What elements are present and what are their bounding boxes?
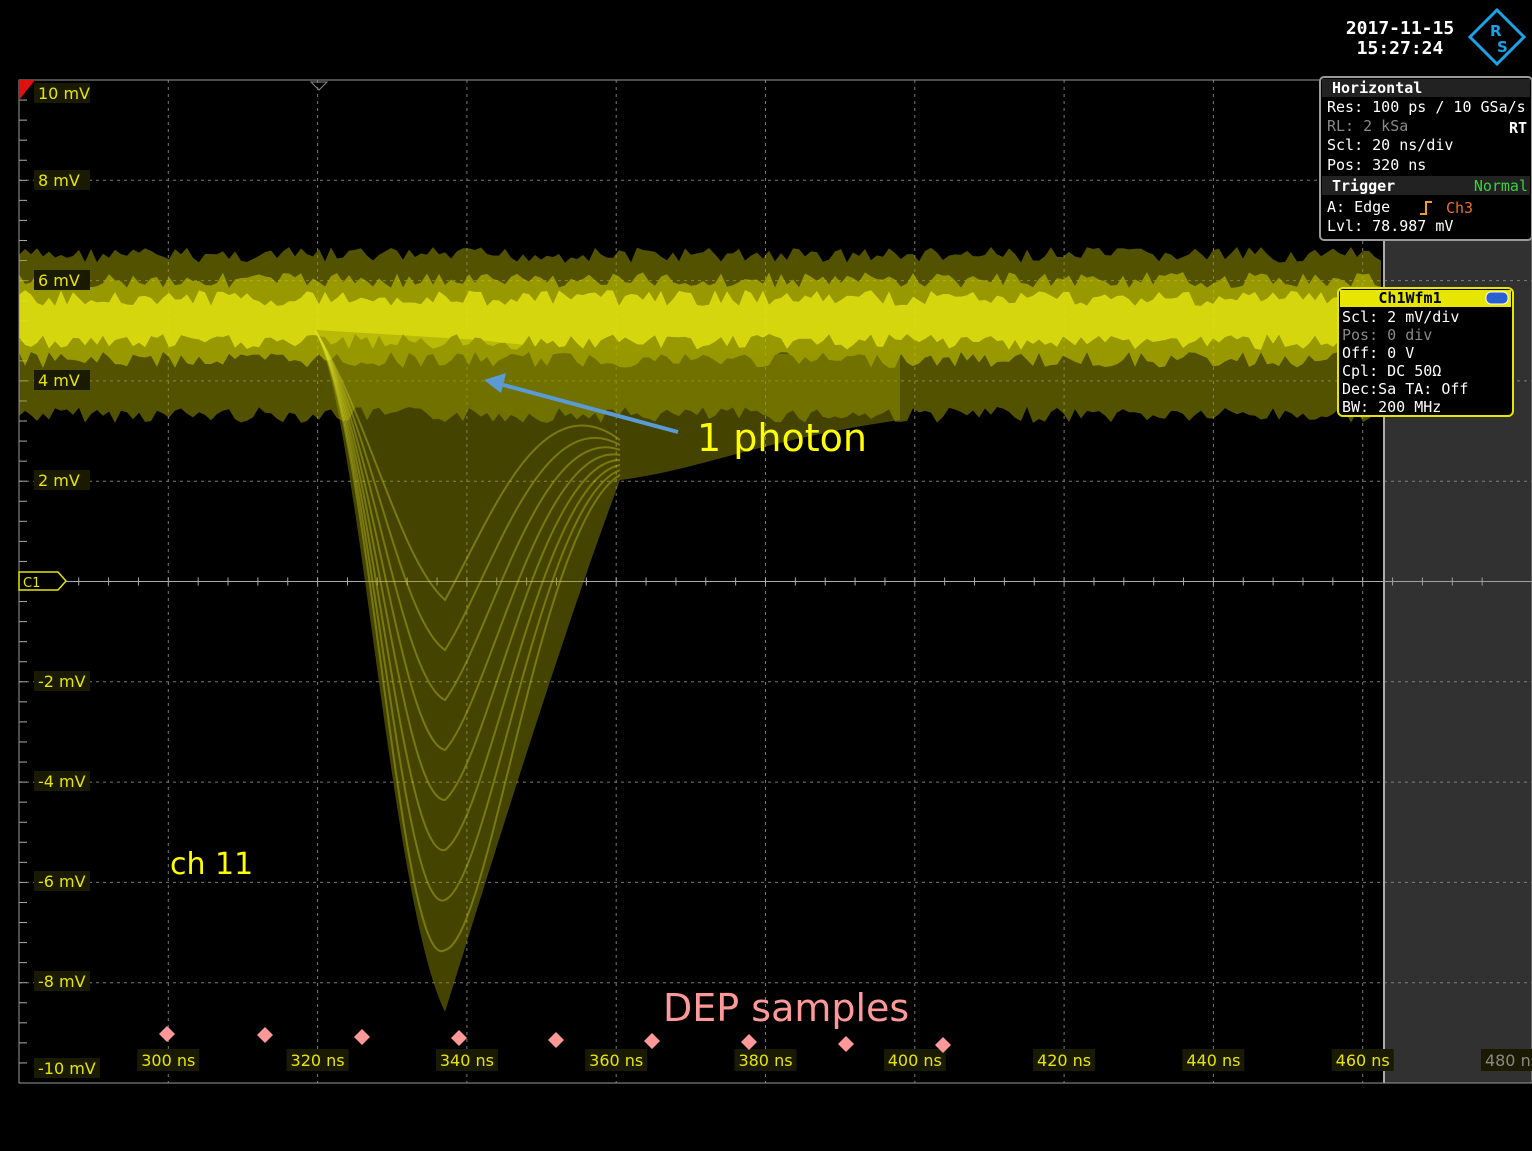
oscilloscope-screen: 2017-11-15 15:27:24 R S 10 mV8 mV6 mV4 m… [0, 0, 1532, 1151]
x-axis-label: 360 ns [589, 1051, 643, 1070]
x-axis-label: 340 ns [440, 1051, 494, 1070]
y-axis-label: 2 mV [38, 471, 80, 490]
panel-line: BW: 200 MHz [1342, 398, 1441, 416]
annotation: 1 photon [697, 416, 867, 460]
y-axis-label: 4 mV [38, 371, 80, 390]
y-axis-label: -4 mV [38, 772, 86, 791]
y-axis-label: 8 mV [38, 171, 80, 190]
panel-line: Cpl: DC 50Ω [1342, 362, 1441, 380]
x-axis-label: 380 ns [738, 1051, 792, 1070]
panel-line: Pos: 320 ns [1327, 156, 1426, 174]
y-axis-label: 6 mV [38, 271, 80, 290]
trigger-status: Normal [1474, 177, 1528, 195]
x-axis-label: 300 ns [141, 1051, 195, 1070]
x-axis-label: 420 ns [1037, 1051, 1091, 1070]
y-axis-label: -8 mV [38, 972, 86, 991]
panel-mode: RT [1509, 119, 1527, 137]
annotation: DEP samples [663, 986, 909, 1030]
y-axis-label: 10 mV [38, 84, 90, 103]
panel-title: Trigger [1332, 177, 1395, 195]
y-axis-label: -10 mV [38, 1059, 96, 1078]
panel-line: Res: 100 ps / 10 GSa/s [1327, 98, 1526, 116]
logo-s: S [1497, 38, 1508, 56]
time: 15:27:24 [1357, 38, 1444, 59]
horizontal-panel: Horizontal Res: 100 ps / 10 GSa/s RL: 2 … [1320, 77, 1532, 240]
panel-line: Off: 0 V [1342, 344, 1414, 362]
trigger-level: Lvl: 78.987 mV [1327, 217, 1453, 235]
x-axis-label: 480 ns [1485, 1051, 1532, 1070]
x-axis-label: 440 ns [1186, 1051, 1240, 1070]
panel-title: Horizontal [1332, 79, 1422, 97]
x-axis-label: 400 ns [888, 1051, 942, 1070]
panel-title: Ch1Wfm1 [1378, 289, 1441, 307]
panel-line: Scl: 20 ns/div [1327, 136, 1453, 154]
minimize-button[interactable] [1486, 292, 1508, 304]
date: 2017-11-15 [1346, 18, 1454, 39]
panel-line: RL: 2 kSa [1327, 117, 1408, 135]
panel-line: Pos: 0 div [1342, 326, 1432, 344]
y-axis-label: -2 mV [38, 672, 86, 691]
annotation: ch 11 [170, 847, 253, 882]
panel-line: Scl: 2 mV/div [1342, 308, 1459, 326]
trigger-source: Ch3 [1446, 199, 1473, 217]
x-axis-label: 460 ns [1336, 1051, 1390, 1070]
channel-marker: C1 [23, 576, 40, 591]
y-axis-label: -6 mV [38, 872, 86, 891]
panel-line: Dec:Sa TA: Off [1342, 380, 1468, 398]
x-axis-label: 320 ns [291, 1051, 345, 1070]
trigger-source-line: A: Edge [1327, 198, 1390, 216]
